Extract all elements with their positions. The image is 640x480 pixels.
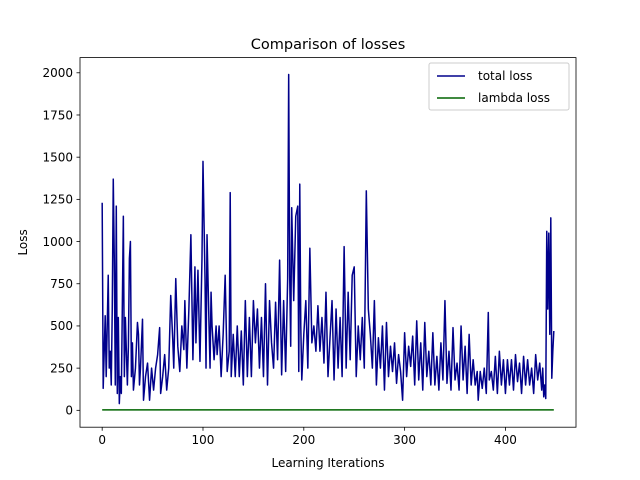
axes-frame: [79, 57, 577, 428]
legend-label-total-loss: total loss: [478, 69, 532, 83]
y-tick-label: 1500: [42, 150, 73, 164]
y-tick-label: 2000: [42, 66, 73, 80]
y-tick-label: 750: [50, 277, 73, 291]
legend: total loss lambda loss: [428, 62, 570, 111]
x-tick-label: 400: [494, 433, 517, 447]
legend-label-lambda-loss: lambda loss: [478, 91, 550, 105]
y-tick-label: 1250: [42, 193, 73, 207]
x-axis-label: Learning Iterations: [271, 456, 384, 470]
x-tick-label: 200: [292, 433, 315, 447]
x-tick-label: 300: [393, 433, 416, 447]
x-axis-ticks: 0 100 200 300 400: [98, 427, 517, 447]
y-tick-label: 0: [65, 404, 73, 418]
y-axis-label: Loss: [16, 229, 30, 255]
y-axis-ticks: 0 250 500 750 1000 1250 1500 1750 2000: [42, 66, 80, 418]
y-tick-label: 1000: [42, 235, 73, 249]
y-tick-label: 250: [50, 361, 73, 375]
y-tick-label: 500: [50, 319, 73, 333]
y-tick-label: 1750: [42, 108, 73, 122]
series-line-total-loss: [101, 73, 555, 405]
chart-title: Comparison of losses: [251, 37, 406, 53]
x-tick-label: 0: [98, 433, 106, 447]
plot-area: [101, 73, 555, 411]
x-tick-label: 100: [192, 433, 215, 447]
